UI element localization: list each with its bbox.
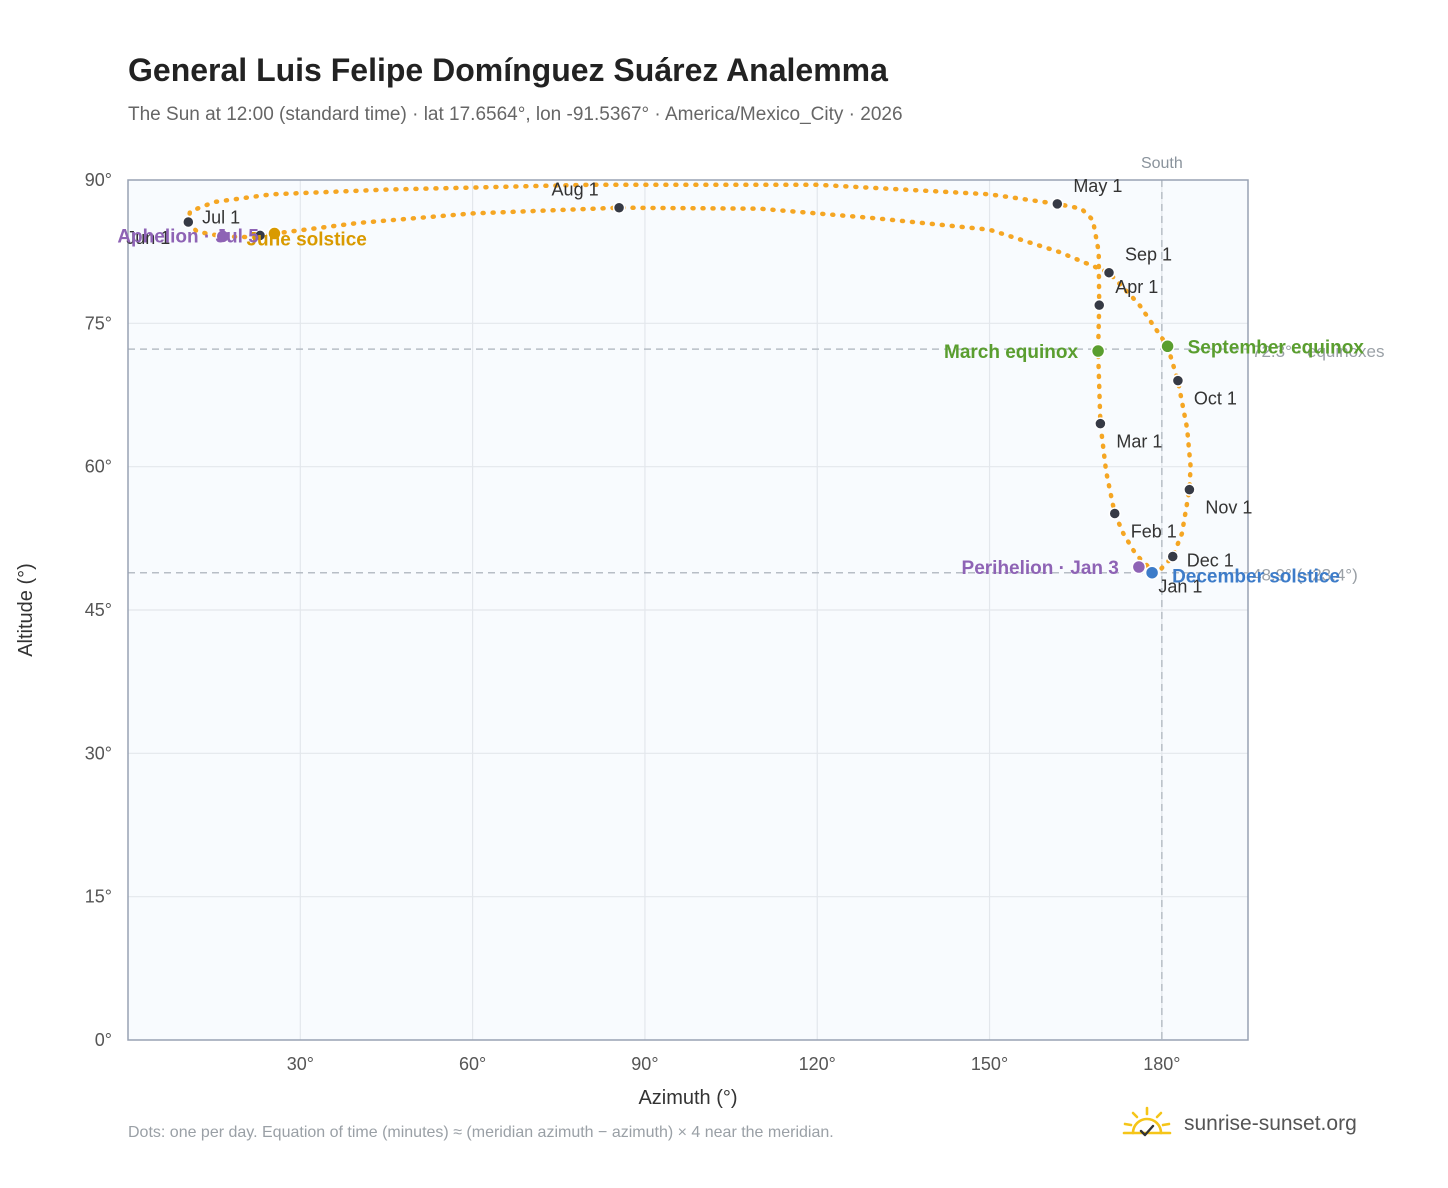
month-label: Oct 1 (1194, 389, 1237, 409)
event-label: June solstice (246, 230, 366, 251)
y-axis-label: Altitude (°) (15, 563, 37, 657)
month-label: Apr 1 (1115, 277, 1158, 297)
month-dot (1102, 266, 1116, 279)
month-label: May 1 (1073, 176, 1122, 196)
reference-line-label: 72.3° · equinoxes (1252, 342, 1385, 361)
meridian-label: South (1141, 155, 1183, 172)
brand-name: sunrise-sunset.org (1184, 1112, 1357, 1135)
y-tick-label: 45° (85, 600, 112, 620)
y-tick-label: 30° (85, 743, 112, 763)
event-dot (215, 229, 231, 244)
month-label: Dec 1 (1187, 550, 1234, 570)
month-dot (1094, 417, 1107, 430)
month-label: Aug 1 (552, 180, 599, 200)
x-axis-label: Azimuth (°) (638, 1087, 737, 1109)
month-dot (612, 201, 626, 214)
x-tick-label: 90° (631, 1054, 658, 1074)
event-markers: March equinox September equinox June solst… (117, 226, 1365, 588)
y-tick-label: 15° (85, 887, 112, 907)
x-tick-label: 120° (799, 1054, 836, 1074)
chart-title: General Luis Felipe Domínguez Suárez Ana… (128, 52, 888, 88)
reference-lines: South 72.3° · equinoxes 48.9° (−23.4°) (128, 155, 1385, 1040)
grid-lines (128, 180, 1248, 1040)
reference-line-label: 48.9° (−23.4°) (1252, 566, 1358, 585)
month-dot (253, 229, 267, 242)
event-label: Aphelion · Jul 5 (117, 226, 259, 247)
event-dot (1144, 565, 1160, 580)
event-dot (1160, 339, 1175, 354)
month-label: Jul 1 (202, 207, 240, 227)
event-label: March equinox (944, 342, 1079, 363)
month-label: Sep 1 (1125, 245, 1172, 265)
month-dot (1051, 197, 1064, 211)
month-markers: Jan 1 Feb 1 Mar 1 Apr 1 May 1 Jun 1 Jul 1 Aug 1… (126, 176, 1252, 597)
month-dot (1166, 550, 1180, 563)
month-dot (1183, 483, 1196, 496)
event-label: Perihelion · Jan 3 (962, 558, 1119, 579)
month-label: Jun 1 (126, 228, 170, 248)
y-tick-label: 0° (95, 1030, 112, 1050)
event-dot (267, 226, 282, 241)
month-label: Jan 1 (1158, 577, 1202, 597)
x-axis-ticks: 30° 60° 90° 120° 150° 180° (287, 1054, 1181, 1074)
x-tick-label: 30° (287, 1054, 314, 1074)
plot-frame (127, 179, 1249, 1041)
footnote: Dots: one per day. Equation of time (min… (128, 1124, 834, 1141)
event-dot (1090, 343, 1106, 359)
month-dot (182, 215, 195, 229)
y-axis-ticks: 0° 15° 30° 45° 60° 75° 90° (85, 170, 112, 1050)
brand-logo[interactable]: sunrise-sunset.org (1120, 1104, 1357, 1144)
month-label: Feb 1 (1131, 521, 1177, 541)
month-label: Nov 1 (1205, 498, 1252, 518)
month-label: Mar 1 (1116, 432, 1162, 452)
x-tick-label: 60° (459, 1054, 486, 1074)
event-dot (1131, 559, 1147, 575)
event-label: September equinox (1188, 337, 1365, 358)
y-tick-label: 60° (85, 457, 112, 477)
event-label: December solstice (1172, 567, 1340, 588)
month-dot (1092, 298, 1106, 312)
x-tick-label: 180° (1143, 1054, 1180, 1074)
sun-logo-icon (1122, 1106, 1172, 1137)
y-tick-label: 90° (85, 170, 112, 190)
y-tick-label: 75° (85, 313, 112, 333)
month-dot (1108, 507, 1121, 520)
chart-subtitle: The Sun at 12:00 (standard time) · lat 1… (128, 104, 903, 125)
month-dot (1171, 374, 1185, 387)
x-tick-label: 150° (971, 1054, 1008, 1074)
